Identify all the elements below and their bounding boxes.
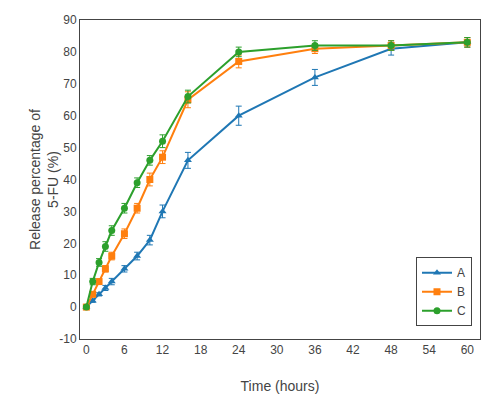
svg-text:18: 18 [194,343,208,357]
svg-text:10: 10 [63,268,77,282]
svg-text:30: 30 [270,343,284,357]
svg-text:12: 12 [156,343,170,357]
svg-text:20: 20 [63,237,77,251]
svg-text:90: 90 [63,13,77,27]
svg-text:48: 48 [384,343,398,357]
svg-text:42: 42 [346,343,360,357]
svg-text:C: C [457,304,466,318]
svg-text:A: A [457,266,465,280]
svg-text:50: 50 [63,141,77,155]
svg-text:36: 36 [308,343,322,357]
svg-text:30: 30 [63,205,77,219]
svg-text:80: 80 [63,45,77,59]
svg-text:60: 60 [63,109,77,123]
svg-text:70: 70 [63,77,77,91]
svg-text:40: 40 [63,173,77,187]
svg-text:0: 0 [70,300,77,314]
svg-text:Release percentage of5-FU (%): Release percentage of5-FU (%) [27,109,61,250]
svg-text:54: 54 [423,343,437,357]
svg-text:-10: -10 [59,332,77,346]
svg-text:B: B [457,285,465,299]
svg-text:24: 24 [232,343,246,357]
svg-text:Time (hours): Time (hours) [241,378,320,394]
svg-text:6: 6 [121,343,128,357]
svg-text:0: 0 [83,343,90,357]
svg-text:60: 60 [461,343,475,357]
